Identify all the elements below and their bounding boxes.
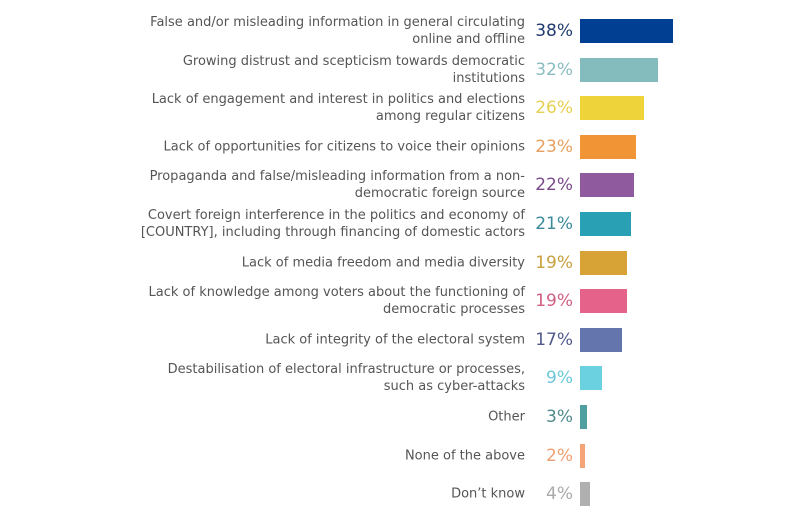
category-label: Lack of knowledge among voters about the… bbox=[148, 285, 525, 318]
bar-row: Lack of knowledge among voters about the… bbox=[0, 282, 808, 320]
value-label: 4% bbox=[546, 484, 573, 505]
value-label: 23% bbox=[535, 136, 573, 157]
category-label: Growing distrust and scepticism towards … bbox=[182, 53, 525, 86]
category-label: Don’t know bbox=[451, 486, 525, 502]
category-label: Lack of engagement and interest in polit… bbox=[151, 92, 525, 125]
bar bbox=[580, 19, 673, 43]
bar-row: Lack of engagement and interest in polit… bbox=[0, 89, 808, 127]
value-label: 26% bbox=[535, 98, 573, 119]
bar-row: Destabilisation of electoral infrastruct… bbox=[0, 359, 808, 397]
value-label: 19% bbox=[535, 252, 573, 273]
category-label: Lack of opportunities for citizens to vo… bbox=[163, 139, 525, 155]
category-label: Propaganda and false/misleading informat… bbox=[149, 169, 525, 202]
value-label: 19% bbox=[535, 291, 573, 312]
bar-row: Lack of media freedom and media diversit… bbox=[0, 244, 808, 282]
bar bbox=[580, 289, 627, 314]
category-label: Lack of media freedom and media diversit… bbox=[241, 255, 525, 271]
bar-row: False and/or misleading information in g… bbox=[0, 12, 808, 50]
category-label: None of the above bbox=[404, 448, 525, 464]
value-label: 3% bbox=[546, 407, 573, 427]
bar-row: Other 3% bbox=[0, 398, 808, 436]
bar bbox=[580, 96, 644, 121]
category-label: Lack of integrity of the electoral syste… bbox=[265, 332, 525, 348]
value-label: 38% bbox=[535, 21, 573, 41]
bar bbox=[580, 212, 632, 236]
bar-row: Propaganda and false/misleading informat… bbox=[0, 166, 808, 204]
category-label: False and/or misleading information in g… bbox=[150, 15, 525, 47]
bar bbox=[580, 443, 585, 468]
value-label: 22% bbox=[535, 175, 573, 196]
bar bbox=[580, 482, 590, 507]
bar bbox=[580, 366, 603, 391]
category-label: Covert foreign interference in the polit… bbox=[140, 208, 525, 240]
bar bbox=[580, 57, 659, 82]
value-label: 9% bbox=[546, 368, 573, 389]
bar-row: None of the above 2% bbox=[0, 437, 808, 475]
bar-row: Covert foreign interference in the polit… bbox=[0, 205, 808, 243]
bar bbox=[580, 173, 634, 198]
bar-row: Don’t know 4% bbox=[0, 475, 808, 513]
value-label: 2% bbox=[546, 445, 573, 466]
category-label: Destabilisation of electoral infrastruct… bbox=[167, 362, 525, 395]
value-label: 17% bbox=[535, 329, 573, 350]
value-label: 21% bbox=[535, 214, 573, 234]
bar bbox=[580, 327, 622, 352]
category-label: Other bbox=[488, 409, 525, 425]
bar bbox=[580, 250, 627, 275]
bar bbox=[580, 405, 588, 429]
bar bbox=[580, 134, 637, 159]
bar-row: Lack of opportunities for citizens to vo… bbox=[0, 128, 808, 166]
bar-row: Lack of integrity of the electoral syste… bbox=[0, 321, 808, 359]
value-label: 32% bbox=[535, 59, 573, 80]
bar-row: Growing distrust and scepticism towards … bbox=[0, 51, 808, 89]
